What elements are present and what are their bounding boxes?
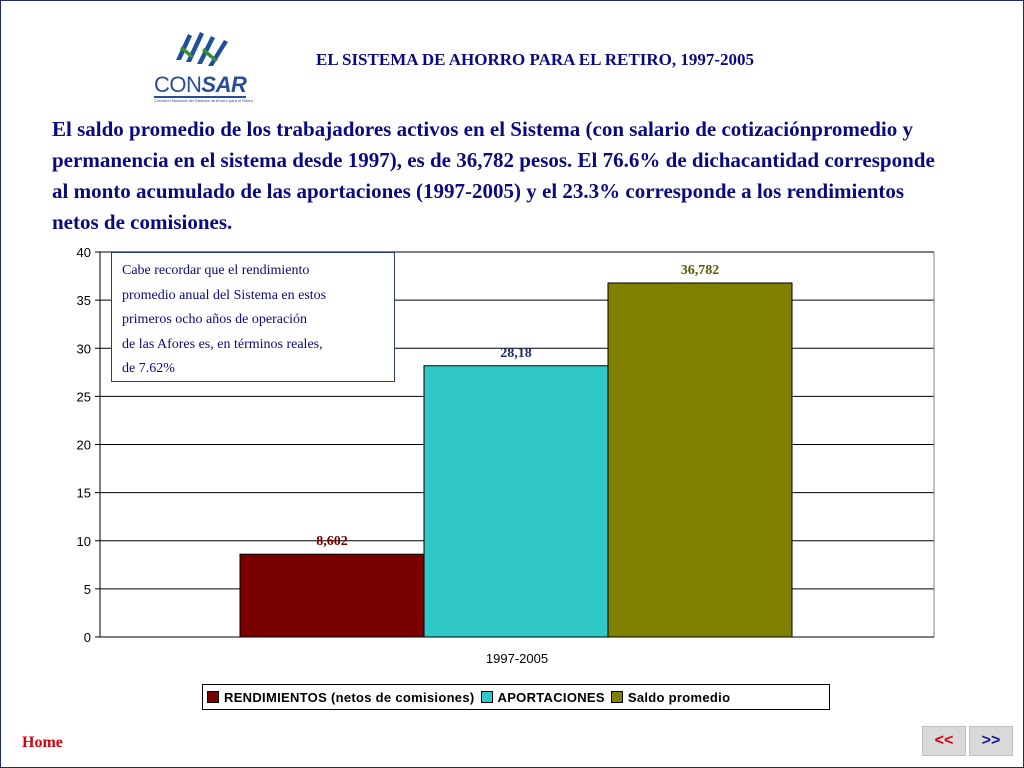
legend-label: APORTACIONES [497, 689, 605, 705]
y-tick-label: 20 [77, 438, 91, 453]
y-tick-label: 30 [77, 341, 91, 356]
note-line: promedio anual del Sistema en estos [122, 287, 327, 303]
note-line: Cabe recordar que el rendimiento [122, 263, 310, 278]
chart-legend: RENDIMIENTOS (netos de comisiones) APORT… [202, 684, 830, 710]
legend-label: RENDIMIENTOS (netos de comisiones) [224, 689, 475, 705]
y-tick-label: 25 [77, 389, 91, 404]
note-line: primeros ocho años de operación [122, 312, 308, 327]
consar-logo: CONSAR Comisión Nacional del Sistema de … [146, 30, 253, 106]
next-button[interactable]: >> [969, 726, 1013, 756]
slide-title: EL SISTEMA DE AHORRO PARA EL RETIRO, 199… [316, 50, 754, 69]
y-tick-label: 10 [77, 534, 91, 549]
legend-swatch [480, 691, 493, 703]
consar-wordmark: CONSAR [154, 72, 247, 97]
legend-item-saldo: Saldo promedio [610, 689, 731, 705]
legend-label: Saldo promedio [627, 689, 731, 705]
legend-item-aportaciones: APORTACIONES [480, 689, 605, 705]
x-category-label: 1997-2005 [486, 651, 548, 666]
legend-swatch [610, 691, 623, 703]
note-box: Cabe recordar que el rendimiento promedi… [111, 252, 395, 382]
bar [607, 282, 793, 638]
y-tick-label: 35 [77, 293, 91, 308]
logo-underline [154, 96, 246, 98]
note-line: de 7.62% [122, 361, 175, 376]
summary-paragraph: El saldo promedio de los trabajadores ac… [52, 117, 935, 234]
data-label: 36,782 [681, 263, 720, 278]
home-link[interactable]: Home [22, 734, 63, 751]
data-label: 28,18 [500, 346, 532, 361]
y-tick-label: 40 [77, 245, 91, 260]
legend-item-rendimientos: RENDIMIENTOS (netos de comisiones) [207, 690, 475, 705]
previous-button[interactable]: << [922, 726, 966, 756]
logo-subtitle: Comisión Nacional del Sistema de Ahorro … [154, 98, 253, 103]
data-label: 8,602 [316, 534, 348, 549]
bar [423, 365, 609, 638]
consar-stripes-icon [176, 32, 228, 66]
y-tick-label: 15 [77, 486, 91, 501]
bar [239, 553, 425, 638]
y-tick-label: 5 [84, 582, 91, 597]
legend-swatch [207, 691, 219, 703]
y-tick-label: 0 [84, 630, 91, 645]
bar-chart: 0 5 10 15 20 25 30 35 40 8,602 28,18 36,782 1997-200… [77, 245, 935, 666]
note-line: de las Afores es, en términos reales, [122, 336, 323, 352]
